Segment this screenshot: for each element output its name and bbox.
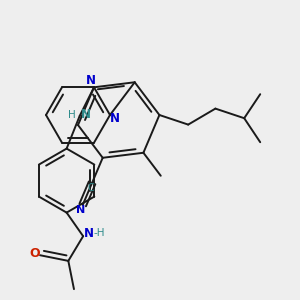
Text: -H: -H: [93, 228, 105, 238]
Text: N: N: [84, 227, 94, 240]
Text: C: C: [88, 183, 94, 193]
Text: O: O: [30, 247, 40, 260]
Text: H: H: [68, 110, 76, 120]
Text: N: N: [76, 205, 86, 214]
Text: N: N: [110, 112, 120, 125]
Text: N: N: [86, 74, 96, 87]
Text: N: N: [81, 108, 91, 122]
